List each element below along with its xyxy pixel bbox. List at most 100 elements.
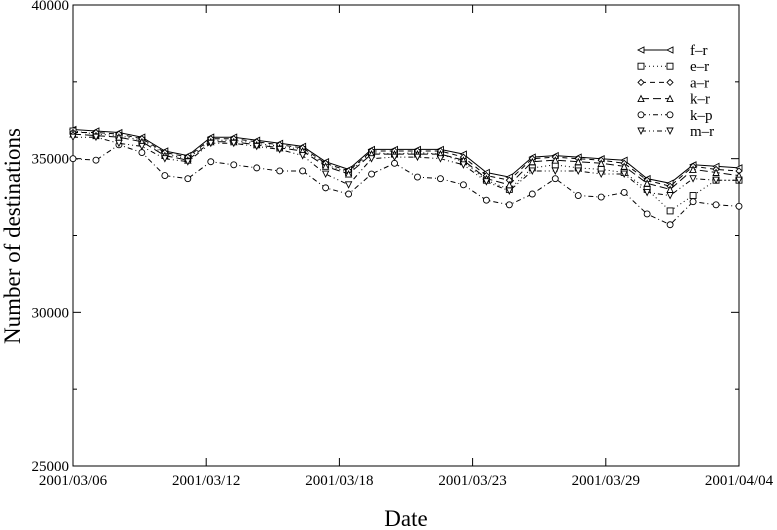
data-point-triangle-up — [551, 156, 560, 164]
data-point-triangle-down — [138, 142, 146, 151]
data-point-triangle-left — [665, 46, 674, 54]
legend: f–re–ra–rk–rk–pm–r — [636, 43, 714, 140]
legend-item: e–r — [637, 59, 709, 75]
data-point-circle — [666, 221, 674, 229]
data-point-circle — [597, 193, 605, 201]
y-axis: 25000 30000 35000 40000 — [32, 0, 739, 475]
data-point-triangle-down — [367, 155, 376, 163]
plot-frame — [72, 4, 740, 467]
data-point-circle — [368, 170, 376, 178]
data-point-triangle-down — [459, 161, 468, 169]
data-point-triangle-up — [574, 157, 582, 166]
data-point-triangle-down — [161, 155, 169, 163]
legend-label: f–r — [690, 43, 708, 59]
data-point-circle — [69, 155, 77, 163]
legend-label: e–r — [690, 59, 709, 75]
data-point-circle — [184, 175, 192, 183]
data-point-circle — [505, 201, 513, 209]
data-point-triangle-down — [482, 178, 491, 186]
data-point-square — [637, 62, 645, 70]
data-point-circle — [637, 111, 645, 119]
data-point-triangle-down — [436, 155, 445, 163]
x-tick-label: 2001/04/04 — [705, 473, 774, 489]
data-point-circle — [574, 192, 582, 199]
data-point-circle — [322, 184, 330, 192]
data-point-square — [666, 62, 674, 70]
data-point-triangle-up — [666, 94, 674, 103]
data-point-triangle-down — [643, 189, 651, 197]
data-point-triangle-up — [712, 168, 720, 176]
y-tick-label: 25000 — [32, 459, 70, 475]
data-point-triangle-down — [413, 153, 422, 162]
legend-item: f–r — [636, 43, 708, 59]
data-point-triangle-up — [643, 179, 651, 187]
data-point-triangle-down — [666, 192, 674, 200]
series-3 — [69, 130, 743, 193]
data-point-triangle-down — [275, 145, 284, 154]
data-point-circle — [414, 173, 421, 181]
data-point-triangle-down — [551, 167, 560, 175]
series-group — [68, 125, 743, 229]
data-point-circle — [551, 175, 559, 183]
x-axis-label: Date — [384, 506, 427, 530]
data-point-circle — [666, 111, 674, 119]
y-tick-label: 40000 — [32, 0, 70, 14]
data-point-diamond — [666, 78, 674, 87]
data-point-triangle-down — [637, 127, 645, 136]
x-tick-label: 2001/03/29 — [572, 473, 640, 489]
data-point-triangle-down — [230, 139, 238, 148]
data-point-triangle-down — [666, 127, 674, 136]
series-1 — [69, 127, 743, 215]
series-line — [73, 132, 740, 187]
data-point-circle — [276, 167, 284, 175]
data-point-triangle-down — [390, 153, 399, 162]
x-tick-label: 2001/03/18 — [305, 473, 373, 489]
data-point-circle — [230, 161, 238, 169]
data-point-circle — [528, 190, 536, 198]
data-point-circle — [138, 149, 146, 156]
data-point-triangle-down — [115, 139, 123, 148]
data-point-square — [689, 192, 697, 199]
data-point-circle — [459, 181, 467, 189]
series-2 — [69, 128, 743, 190]
series-5 — [69, 133, 743, 200]
y-tick-label: 30000 — [32, 305, 70, 321]
data-point-triangle-down — [207, 139, 215, 148]
x-tick-label: 2001/03/06 — [39, 473, 108, 489]
data-point-circle — [689, 198, 697, 206]
data-point-circle — [207, 158, 215, 166]
data-point-triangle-up — [344, 170, 353, 178]
data-point-triangle-down — [689, 175, 697, 183]
data-point-square — [666, 207, 674, 215]
data-point-triangle-down — [735, 176, 743, 185]
legend-item: a–r — [637, 75, 709, 91]
data-point-triangle-down — [321, 170, 330, 179]
data-point-diamond — [637, 78, 645, 87]
data-point-circle — [712, 201, 720, 209]
data-point-triangle-down — [574, 167, 582, 175]
data-point-circle — [391, 159, 398, 167]
data-point-circle — [161, 172, 169, 180]
data-point-triangle-down — [184, 158, 192, 166]
data-point-triangle-up — [637, 94, 645, 103]
data-point-triangle-up — [528, 157, 537, 166]
data-point-circle — [436, 175, 444, 183]
data-point-circle — [253, 164, 261, 172]
data-point-triangle-up — [620, 162, 628, 170]
legend-item: k–p — [637, 108, 713, 124]
data-point-circle — [620, 189, 628, 196]
data-point-triangle-down — [252, 142, 261, 151]
data-point-triangle-up — [689, 165, 697, 173]
legend-label: k–r — [690, 92, 710, 108]
data-point-circle — [482, 196, 490, 204]
data-point-triangle-up — [597, 159, 605, 167]
data-point-circle — [735, 202, 743, 210]
data-point-triangle-down — [92, 133, 100, 142]
x-tick-label: 2001/03/23 — [438, 473, 506, 489]
data-point-triangle-down — [528, 167, 537, 175]
data-point-triangle-down — [344, 181, 353, 189]
data-point-triangle-left — [636, 46, 645, 54]
data-point-circle — [345, 190, 353, 198]
legend-item: m–r — [637, 124, 714, 140]
